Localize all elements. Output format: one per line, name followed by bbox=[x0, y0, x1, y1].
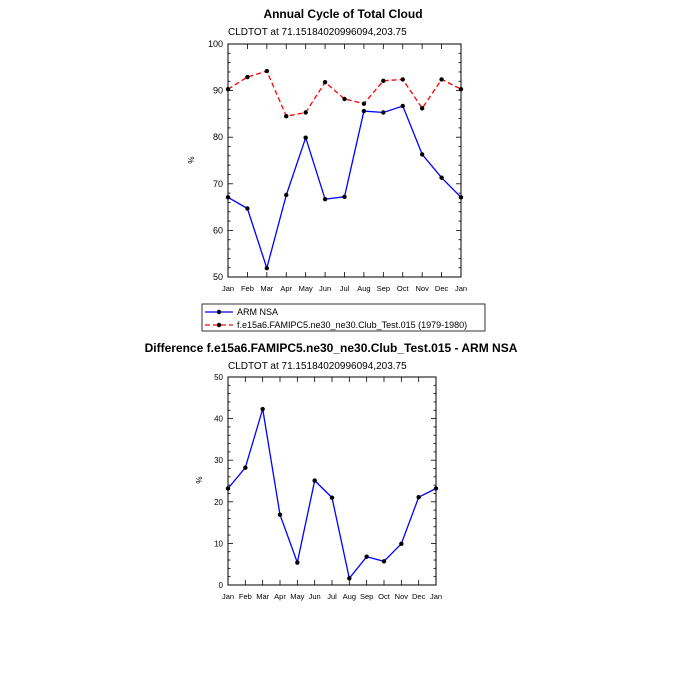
x-tick-label: Jun bbox=[309, 592, 321, 601]
x-tick-label: Jan bbox=[222, 592, 234, 601]
data-point bbox=[295, 560, 300, 565]
x-tick-label: Jul bbox=[327, 592, 337, 601]
data-point bbox=[364, 554, 369, 559]
data-point bbox=[439, 175, 444, 180]
legend-box bbox=[201, 303, 486, 332]
y-tick-label: 20 bbox=[214, 498, 223, 507]
x-tick-label: Apr bbox=[280, 284, 292, 293]
x-tick-label: May bbox=[299, 284, 313, 293]
data-point bbox=[361, 101, 367, 106]
x-tick-label: May bbox=[290, 592, 304, 601]
x-tick-label: Dec bbox=[435, 284, 449, 293]
y-tick-label: 100 bbox=[208, 39, 223, 49]
x-tick-label: Sep bbox=[360, 592, 373, 601]
legend-marker-arm-nsa bbox=[216, 309, 222, 315]
data-point bbox=[381, 78, 386, 84]
x-tick-label: Apr bbox=[274, 592, 286, 601]
chart-subtitle: CLDTOT at 71.15184020996094,203.75 bbox=[228, 27, 407, 38]
data-point bbox=[243, 465, 248, 470]
data-point bbox=[347, 576, 352, 581]
x-tick-label: Oct bbox=[378, 592, 391, 601]
x-tick-label: Nov bbox=[415, 284, 429, 293]
data-point bbox=[400, 77, 405, 82]
data-point bbox=[284, 192, 289, 198]
data-point bbox=[329, 495, 335, 500]
x-tick-label: Mar bbox=[260, 284, 273, 293]
data-point bbox=[419, 106, 425, 111]
data-point bbox=[342, 194, 347, 200]
y-tick-label: 10 bbox=[214, 539, 223, 548]
chart-title: Annual Cycle of Total Cloud bbox=[263, 7, 422, 21]
y-tick-label: 50 bbox=[213, 272, 223, 282]
data-point bbox=[312, 478, 317, 483]
chart-subtitle: CLDTOT at 71.15184020996094,203.75 bbox=[228, 361, 407, 372]
y-tick-label: 70 bbox=[213, 179, 223, 189]
legend: ARM NSA f.e15a6.FAMIPC5.ne30_ne30.Club_T… bbox=[201, 303, 486, 332]
x-tick-label: Sep bbox=[377, 284, 390, 293]
x-tick-label: Jan bbox=[455, 284, 467, 293]
plot-area: 0 10 20 30 40 50 Jan Feb Mar Apr May Jun Jul Aug Sep Oc… bbox=[214, 373, 442, 601]
data-point bbox=[322, 80, 328, 85]
data-point bbox=[264, 68, 270, 74]
series-line-0 bbox=[227, 105, 462, 271]
data-point bbox=[381, 559, 387, 564]
y-tick-label: 30 bbox=[214, 456, 223, 465]
data-point bbox=[419, 152, 425, 157]
x-tick-label: Oct bbox=[397, 284, 410, 293]
data-point bbox=[284, 114, 289, 119]
data-point bbox=[303, 110, 308, 115]
x-tick-label: Mar bbox=[256, 592, 269, 601]
data-point bbox=[342, 96, 347, 102]
legend-marker-model bbox=[216, 322, 222, 328]
y-tick-label: 50 bbox=[214, 373, 223, 382]
annual-cycle-chart: Annual Cycle of Total Cloud CLDTOT at 71… bbox=[187, 7, 486, 332]
y-tick-label: 0 bbox=[219, 581, 224, 590]
data-point bbox=[245, 74, 250, 80]
x-tick-label: Dec bbox=[412, 592, 426, 601]
data-point bbox=[322, 196, 328, 202]
data-point bbox=[245, 206, 250, 211]
x-tick-label: Feb bbox=[241, 284, 254, 293]
y-tick-label: 40 bbox=[214, 415, 223, 424]
y-tick-label: 90 bbox=[213, 86, 223, 96]
data-point bbox=[303, 135, 308, 140]
y-tick-label: 60 bbox=[213, 225, 223, 235]
plot-frame bbox=[227, 43, 462, 278]
y-axis-label: % bbox=[187, 156, 196, 163]
data-point bbox=[225, 486, 231, 491]
series-line-1 bbox=[227, 70, 462, 117]
x-tick-label: Jan bbox=[222, 284, 234, 293]
x-tick-label: Aug bbox=[343, 592, 356, 601]
data-point bbox=[433, 486, 439, 491]
data-point bbox=[225, 195, 231, 200]
legend-label-model: f.e15a6.FAMIPC5.ne30_ne30.Club_Test.015 … bbox=[237, 320, 467, 330]
difference-chart: Difference f.e15a6.FAMIPC5.ne30_ne30.Clu… bbox=[145, 341, 518, 601]
data-point bbox=[361, 108, 367, 114]
x-tick-label: Nov bbox=[395, 592, 409, 601]
x-tick-label: Aug bbox=[357, 284, 370, 293]
chart-title: Difference f.e15a6.FAMIPC5.ne30_ne30.Clu… bbox=[145, 341, 518, 355]
x-tick-label: Feb bbox=[239, 592, 252, 601]
x-tick-label: Jul bbox=[340, 284, 350, 293]
data-point bbox=[439, 77, 444, 82]
plot-frame bbox=[227, 376, 437, 586]
data-point bbox=[225, 87, 231, 92]
data-point bbox=[399, 541, 404, 547]
y-tick-label: 80 bbox=[213, 132, 223, 142]
y-axis-label: % bbox=[195, 476, 204, 483]
x-tick-label: Jan bbox=[430, 592, 442, 601]
data-point bbox=[260, 406, 265, 412]
plot-area: 50 60 70 80 90 100 Jan Feb Mar Apr May Jun Jul Aug Sep… bbox=[208, 39, 467, 293]
legend-label-arm-nsa: ARM NSA bbox=[237, 307, 278, 317]
data-point bbox=[381, 110, 386, 115]
data-point bbox=[277, 512, 283, 517]
data-point bbox=[458, 87, 464, 92]
data-point bbox=[458, 195, 464, 200]
data-point bbox=[264, 265, 270, 271]
x-tick-label: Jun bbox=[319, 284, 331, 293]
data-point bbox=[416, 495, 421, 500]
series-line-0 bbox=[227, 408, 437, 580]
data-point bbox=[400, 103, 405, 109]
